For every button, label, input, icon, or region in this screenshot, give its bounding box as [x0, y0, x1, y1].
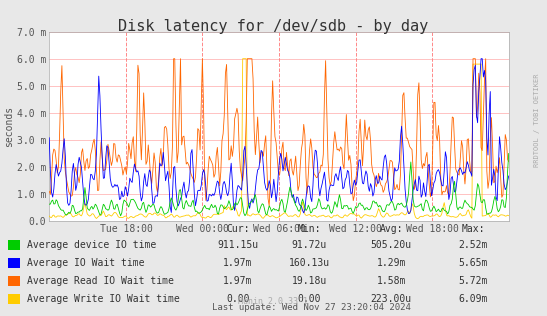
Text: 1.97m: 1.97m [223, 258, 253, 268]
Text: Average device IO time: Average device IO time [27, 240, 156, 250]
Text: Avg:: Avg: [380, 224, 403, 234]
Text: Cur:: Cur: [226, 224, 249, 234]
Text: 1.58m: 1.58m [376, 276, 406, 286]
Text: 5.72m: 5.72m [458, 276, 488, 286]
Text: Min:: Min: [298, 224, 321, 234]
Text: 1.97m: 1.97m [223, 276, 253, 286]
Text: 160.13u: 160.13u [288, 258, 330, 268]
Text: Last update: Wed Nov 27 23:20:04 2024: Last update: Wed Nov 27 23:20:04 2024 [212, 303, 411, 312]
Text: Average Write IO Wait time: Average Write IO Wait time [27, 294, 180, 304]
Text: 505.20u: 505.20u [370, 240, 412, 250]
Text: Max:: Max: [462, 224, 485, 234]
Text: Average IO Wait time: Average IO Wait time [27, 258, 145, 268]
Text: Munin 2.0.33-1: Munin 2.0.33-1 [238, 297, 309, 306]
Text: 6.09m: 6.09m [458, 294, 488, 304]
Text: 19.18u: 19.18u [292, 276, 327, 286]
Text: 911.15u: 911.15u [217, 240, 259, 250]
Text: 0.00: 0.00 [298, 294, 321, 304]
Text: 2.52m: 2.52m [458, 240, 488, 250]
Text: 5.65m: 5.65m [458, 258, 488, 268]
Text: RRDTOOL / TOBI OETIKER: RRDTOOL / TOBI OETIKER [534, 73, 540, 167]
Text: 0.00: 0.00 [226, 294, 249, 304]
Y-axis label: seconds: seconds [4, 106, 14, 147]
Text: 1.29m: 1.29m [376, 258, 406, 268]
Text: Disk latency for /dev/sdb - by day: Disk latency for /dev/sdb - by day [118, 19, 429, 34]
Text: Average Read IO Wait time: Average Read IO Wait time [27, 276, 174, 286]
Text: 223.00u: 223.00u [370, 294, 412, 304]
Text: 91.72u: 91.72u [292, 240, 327, 250]
